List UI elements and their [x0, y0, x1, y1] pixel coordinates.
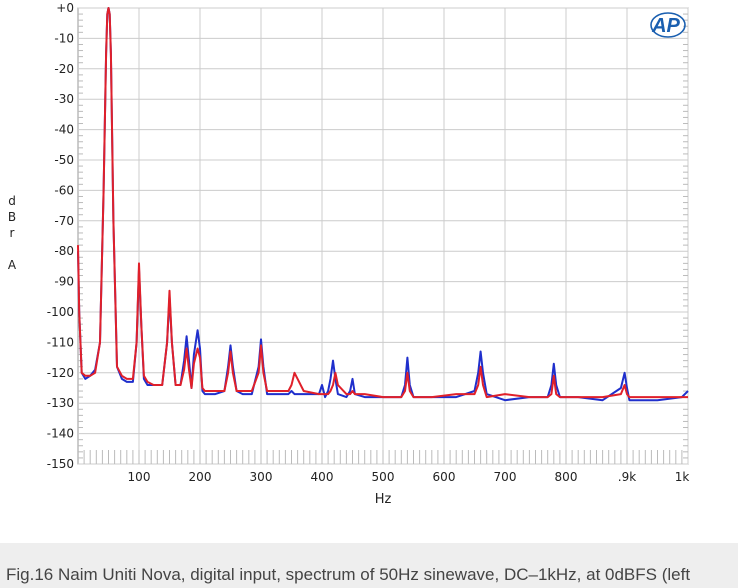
x-tick-label: 100: [128, 470, 151, 484]
y-tick-label: -40: [54, 123, 74, 137]
y-tick-label: -50: [54, 153, 74, 167]
x-tick-label: 500: [372, 470, 395, 484]
grid-lines: [78, 7, 689, 465]
caption-bar: Fig.16 Naim Uniti Nova, digital input, s…: [0, 543, 738, 588]
audio-precision-logo: AP: [650, 12, 686, 38]
x-tick-label: 300: [250, 470, 273, 484]
y-tick-label: -60: [54, 183, 74, 197]
series-line-2: [77, 7, 688, 399]
x-axis-label: Hz: [375, 492, 392, 507]
y-axis-label-char: A: [8, 258, 17, 272]
y-axis-label-char: d: [8, 194, 16, 208]
y-tick-label: -140: [47, 427, 74, 441]
x-tick-label: 1k: [675, 470, 690, 484]
y-tick-label: -150: [47, 457, 74, 471]
y-tick-label: -80: [54, 244, 74, 258]
x-tick-label: .9k: [618, 470, 636, 484]
x-tick-labels: 100 200 300 400 500 600 700 800 .9k 1k: [128, 470, 690, 484]
x-tick-label: 700: [494, 470, 517, 484]
x-tick-label: 600: [433, 470, 456, 484]
y-tick-label: +0: [56, 1, 74, 15]
y-tick-labels: +0 -10 -20 -30 -40 -50 -60 -70 -80 -90 -100 -110 -12…: [47, 1, 74, 471]
y-tick-label: -110: [47, 335, 74, 349]
figure-caption: Fig.16 Naim Uniti Nova, digital input, s…: [6, 565, 691, 584]
y-axis-label: dBr A: [8, 194, 17, 272]
y-tick-label: -90: [54, 275, 74, 289]
spectrum-chart: +0 -10 -20 -30 -40 -50 -60 -70 -80 -90 -100 -110 -12…: [8, 1, 690, 507]
minor-ticks: [78, 13, 688, 464]
logo-text: AP: [651, 15, 680, 37]
y-axis-label-char: B: [8, 210, 16, 224]
y-tick-label: -120: [47, 366, 74, 380]
chart-area: +0 -10 -20 -30 -40 -50 -60 -70 -80 -90 -100 -110 -12…: [7, 1, 690, 507]
y-tick-label: -20: [54, 62, 74, 76]
x-tick-label: 800: [555, 470, 578, 484]
y-axis-label-char: r: [10, 226, 15, 240]
y-tick-label: -30: [54, 92, 74, 106]
y-tick-label: -70: [54, 214, 74, 228]
series-lines: [77, 7, 689, 402]
x-tick-label: 400: [311, 470, 334, 484]
x-tick-label: 200: [189, 470, 212, 484]
y-tick-label: -130: [47, 396, 74, 410]
y-tick-label: -10: [54, 31, 74, 45]
y-tick-label: -100: [47, 305, 74, 319]
